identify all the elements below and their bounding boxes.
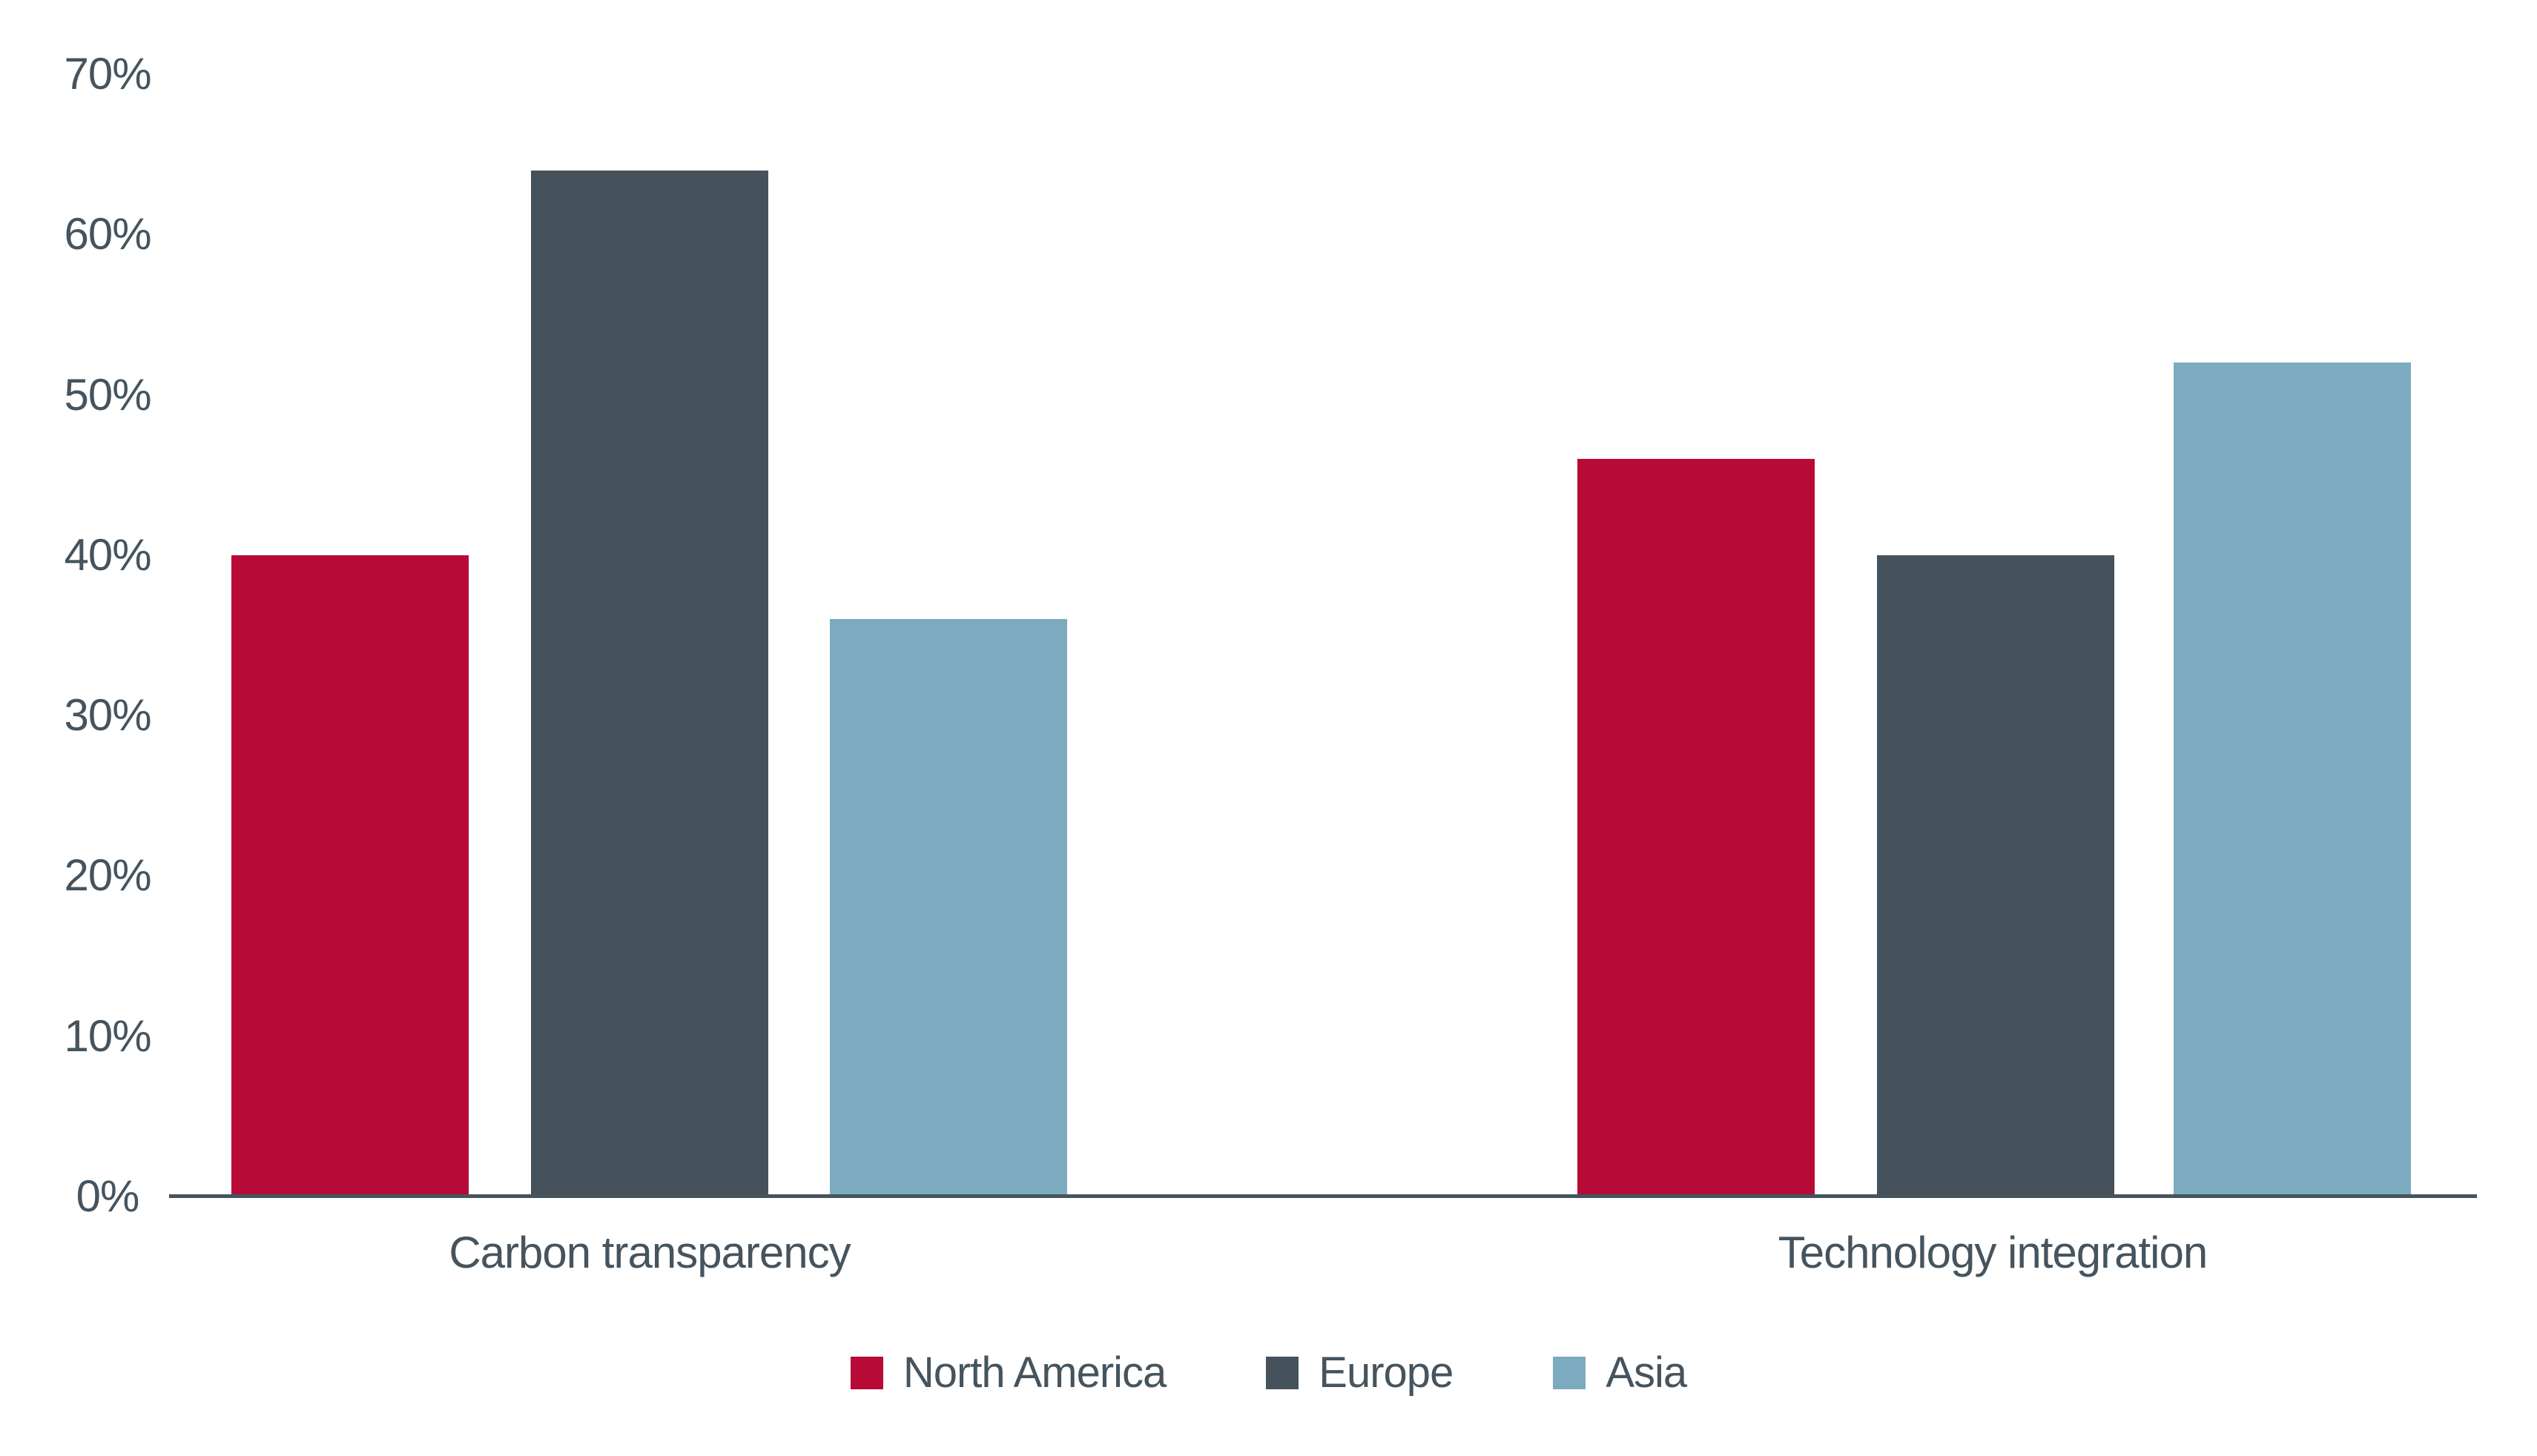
legend: North America Europe Asia xyxy=(0,1351,2537,1395)
y-axis-tick-label: 10% xyxy=(64,1010,151,1061)
asia-series-swatch-icon xyxy=(1553,1357,1586,1389)
y-axis-tick-label: 40% xyxy=(64,529,151,580)
x-axis-label-carbon-transparency: Carbon transparency xyxy=(449,1228,851,1277)
y-axis-tick-label: 30% xyxy=(64,690,151,741)
y-axis-tick-label: 70% xyxy=(64,48,151,99)
bar-asia-technology-integration[interactable] xyxy=(2174,363,2411,1197)
legend-item-asia[interactable]: Asia xyxy=(1553,1349,1687,1397)
bar-asia-carbon-transparency[interactable] xyxy=(830,619,1067,1197)
y-axis-tick-label: 0% xyxy=(76,1171,140,1221)
y-axis-tick-label: 60% xyxy=(64,209,151,259)
legend-label: North America xyxy=(903,1349,1167,1397)
bar-europe-technology-integration[interactable] xyxy=(1877,555,2114,1197)
x-axis-label-technology-integration: Technology integration xyxy=(1778,1228,2208,1277)
bar-north-america-technology-integration[interactable] xyxy=(1577,459,1815,1197)
bar-europe-carbon-transparency[interactable] xyxy=(531,171,768,1197)
legend-label: Europe xyxy=(1319,1349,1454,1397)
y-axis-tick-label: 50% xyxy=(64,369,151,420)
x-axis-line xyxy=(169,1194,2477,1198)
legend-item-europe[interactable]: Europe xyxy=(1266,1349,1454,1397)
bar-north-america-carbon-transparency[interactable] xyxy=(231,555,469,1197)
north-america-series-swatch-icon xyxy=(850,1357,883,1389)
legend-item-north-america[interactable]: North America xyxy=(850,1349,1167,1397)
y-axis-tick-label: 20% xyxy=(64,850,151,901)
legend-label: Asia xyxy=(1606,1349,1687,1397)
europe-series-swatch-icon xyxy=(1266,1357,1299,1389)
